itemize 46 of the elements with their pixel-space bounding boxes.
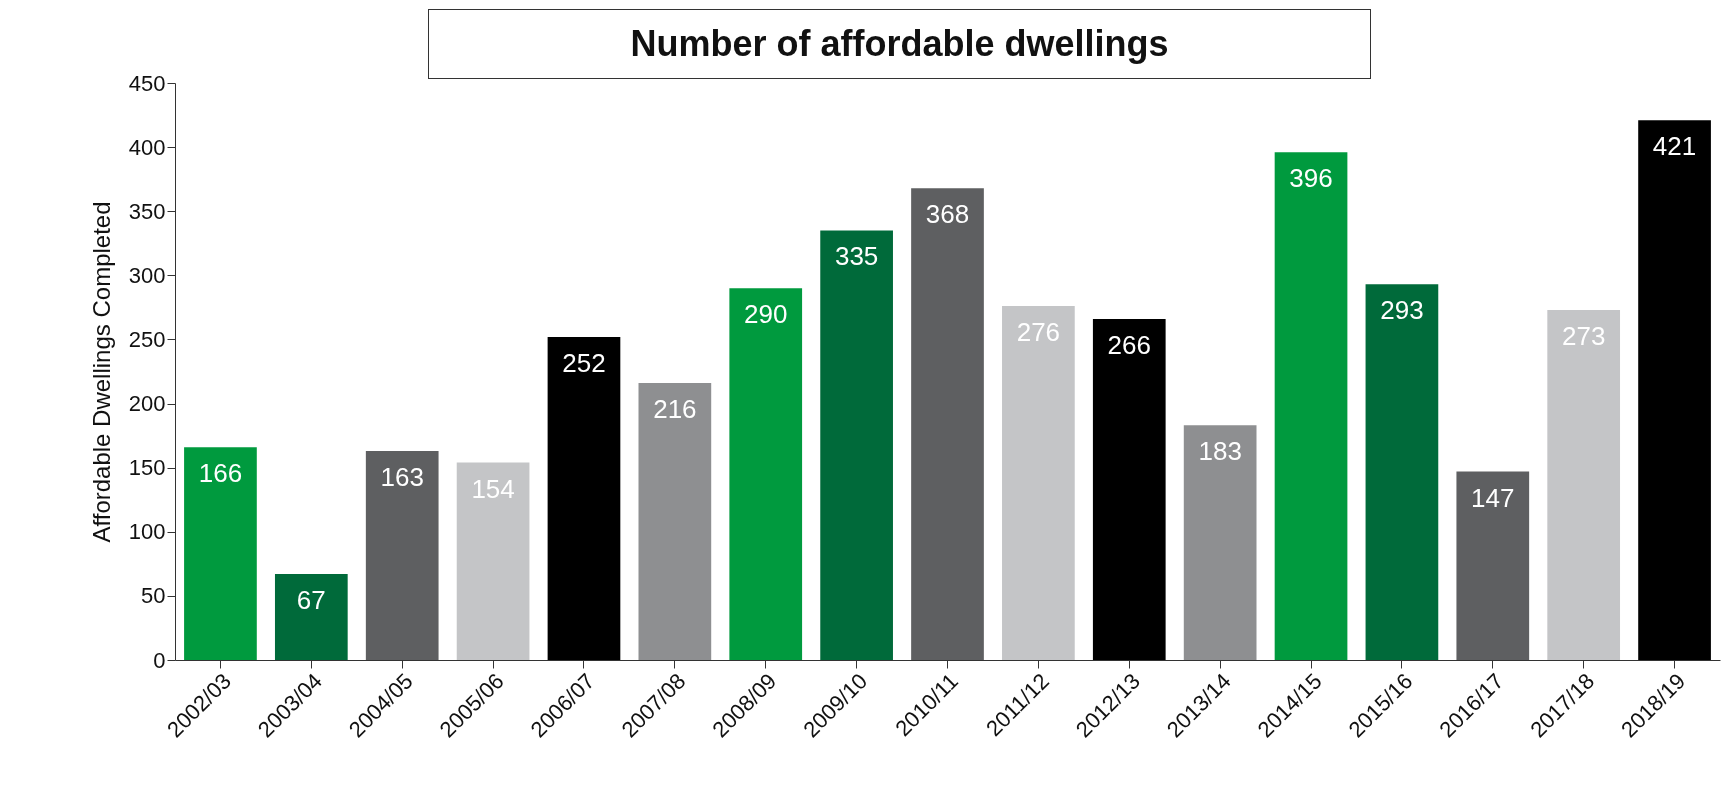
bar (184, 447, 257, 660)
y-tick-label: 300 (128, 262, 166, 288)
y-tick-label: 100 (128, 519, 166, 545)
y-axis-title: Affordable Dwellings Completed (87, 201, 115, 543)
data-label: 266 (1107, 329, 1151, 360)
y-tick-label: 200 (128, 391, 166, 417)
data-label: 276 (1016, 317, 1061, 348)
bar (1274, 152, 1348, 660)
bar (547, 336, 621, 660)
bar (1547, 309, 1621, 660)
data-label: 163 (380, 462, 424, 492)
y-tick-label: 450 (128, 70, 166, 96)
data-label: 216 (653, 394, 697, 425)
bar (1638, 120, 1711, 660)
bar (1183, 425, 1257, 660)
y-tick-label: 350 (128, 198, 166, 224)
bar (1092, 318, 1166, 660)
bar (729, 288, 803, 660)
bar (1456, 471, 1530, 660)
bar (638, 383, 712, 660)
bar (820, 230, 893, 660)
data-label: 252 (562, 347, 606, 378)
bar (456, 462, 530, 660)
y-tick-label: 250 (128, 326, 166, 352)
bar (911, 188, 984, 660)
bar (274, 574, 348, 660)
data-label: 183 (1198, 436, 1242, 467)
y-tick-label: 0 (153, 647, 166, 673)
bar (365, 451, 439, 660)
data-label: 273 (1561, 320, 1606, 351)
data-label: 166 (198, 458, 243, 489)
data-label: 147 (1471, 482, 1515, 513)
data-label: 67 (296, 585, 326, 616)
bar (1002, 306, 1075, 660)
y-tick-label: 400 (128, 134, 166, 160)
data-label: 293 (1380, 295, 1424, 326)
data-label: 290 (744, 299, 788, 330)
y-tick-label: 50 (141, 583, 166, 609)
y-tick-label: 150 (128, 455, 166, 481)
data-label: 335 (834, 241, 879, 272)
data-label: 154 (471, 473, 515, 504)
chart-title: Number of affordable dwellings (428, 9, 1371, 79)
data-label: 421 (1652, 131, 1697, 162)
data-label: 368 (925, 199, 970, 230)
bar (1365, 284, 1439, 660)
data-label: 396 (1289, 163, 1333, 194)
